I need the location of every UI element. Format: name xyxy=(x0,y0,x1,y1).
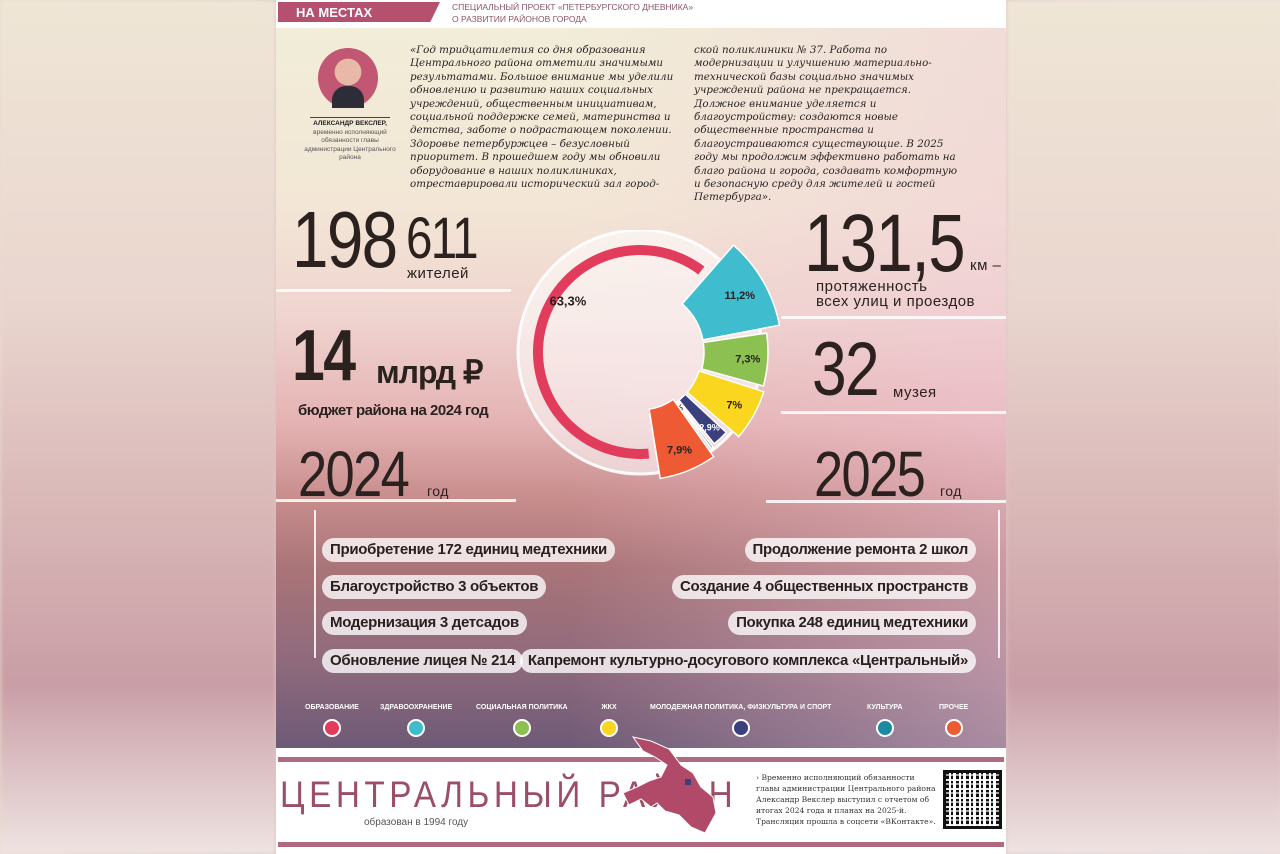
divider xyxy=(781,411,1006,414)
legend-label: МОЛОДЕЖНАЯ ПОЛИТИКА, ФИЗКУЛЬТУРА И СПОРТ xyxy=(650,704,832,711)
slice-label: 63,3% xyxy=(549,294,586,309)
divider xyxy=(276,499,516,502)
legend-item-culture: КУЛЬТУРА xyxy=(867,704,903,737)
legend-dot-icon xyxy=(875,719,894,737)
budget-label: бюджет района на 2024 год xyxy=(298,402,489,419)
divider xyxy=(766,500,1006,503)
slice-healthcare xyxy=(681,244,781,341)
slice-label: 7,9% xyxy=(667,444,692,456)
legend-dot-icon xyxy=(731,719,750,737)
person-role: временно исполняющий обязанности главы а… xyxy=(304,128,396,162)
legend-dot-icon xyxy=(407,719,426,737)
founded-label: образован в 1994 году xyxy=(364,817,469,828)
slice-other xyxy=(648,398,715,480)
legend-dot-icon xyxy=(600,719,618,737)
main-panel: АЛЕКСАНДР ВЕКСЛЕР, временно исполняющий … xyxy=(276,28,1006,748)
population-label: жителей xyxy=(407,265,469,282)
legend-item-social: СОЦИАЛЬНАЯ ПОЛИТИКА xyxy=(476,704,568,737)
broadcast-note: › Временно исполняющий обязанности главы… xyxy=(756,773,936,826)
slice-label: 11,2% xyxy=(724,290,755,302)
avatar xyxy=(318,48,378,108)
qr-code-icon[interactable] xyxy=(943,770,1002,829)
roads-unit: км – xyxy=(970,257,1002,274)
population-value-big: 198 xyxy=(292,195,398,284)
year-2025-label: год xyxy=(940,483,962,499)
slice-social xyxy=(700,332,769,387)
legend-dot-icon xyxy=(512,719,531,737)
legend-label: ОБРАЗОВАНИЕ xyxy=(305,704,359,711)
plan-item: Продолжение ремонта 2 школ xyxy=(744,538,976,562)
divider xyxy=(310,117,390,118)
plan-item: Капремонт культурно-досугового комплекса… xyxy=(519,649,976,673)
legend-item-youth-sport: МОЛОДЕЖНАЯ ПОЛИТИКА, ФИЗКУЛЬТУРА И СПОРТ xyxy=(650,704,831,737)
achievement-item: Приобретение 172 единиц медтехники xyxy=(322,538,615,562)
legend-dot-icon xyxy=(322,719,341,737)
year-2024-label: год xyxy=(427,483,449,499)
plan-item: Покупка 248 единиц медтехники xyxy=(728,611,976,635)
subtitle-line-2: О РАЗВИТИИ РАЙОНОВ ГОРОДА xyxy=(452,14,587,24)
blurred-background-left xyxy=(0,0,276,854)
roads-label-line-2: всех улиц и проездов xyxy=(816,293,976,310)
blurred-background-right xyxy=(1006,0,1280,854)
slice-youth-sport xyxy=(677,393,728,445)
project-subtitle: СПЕЦИАЛЬНЫЙ ПРОЕКТ «ПЕТЕРБУРГСКОГО ДНЕВН… xyxy=(452,1,693,25)
population-value-small: 611 xyxy=(406,206,479,271)
slice-label: 2,9% xyxy=(699,423,720,433)
museums-label: музея xyxy=(893,384,937,401)
legend-dot-icon xyxy=(944,719,963,737)
legend-label: ЗДРАВООХРАНЕНИЕ xyxy=(380,704,453,711)
slice-label: 7% xyxy=(726,400,742,412)
achievement-item: Благоустройство 3 объектов xyxy=(322,575,547,599)
divider xyxy=(781,316,1006,319)
person-name: АЛЕКСАНДР ВЕКСЛЕР, xyxy=(313,120,387,127)
timeline-line-right xyxy=(998,510,1000,658)
achievement-item: Обновление лицея № 214 xyxy=(322,649,524,673)
legend-item-other: ПРОЧЕЕ xyxy=(939,704,968,737)
legend-item-healthcare: ЗДРАВООХРАНЕНИЕ xyxy=(380,704,452,737)
roads-label-line-1: протяженность xyxy=(816,278,928,295)
divider xyxy=(276,289,511,292)
budget-value: 14 xyxy=(292,316,356,396)
roads-label: протяженность всех улиц и проездов xyxy=(816,279,975,309)
legend-item-housing: ЖКХ xyxy=(600,704,618,737)
subtitle-line-1: СПЕЦИАЛЬНЫЙ ПРОЕКТ «ПЕТЕРБУРГСКОГО ДНЕВН… xyxy=(452,2,694,12)
slice-culture xyxy=(675,400,715,450)
legend-label: СОЦИАЛЬНАЯ ПОЛИТИКА xyxy=(476,704,568,711)
plan-item: Создание 4 общественных пространств xyxy=(672,575,976,599)
legend-label: ЖКХ xyxy=(601,704,617,711)
footer-bar-top xyxy=(278,757,1004,762)
museums-value: 32 xyxy=(812,327,880,412)
quote-column-2: ской поликлиники № 37. Работа по модерни… xyxy=(694,44,958,204)
budget-donut-chart: 11,2%7,3%7%2,9%0,4%7,9%63,3% xyxy=(516,230,781,480)
budget-unit: млрд ₽ xyxy=(376,354,483,390)
section-tab: НА МЕСТАХ xyxy=(278,2,440,22)
achievement-item: Модернизация 3 детсадов xyxy=(322,611,527,635)
year-2025: 2025 xyxy=(814,438,926,510)
slice-housing xyxy=(686,370,765,438)
quote-column-1: «Год тридцатилетия со дня образования Це… xyxy=(410,44,674,191)
slice-education xyxy=(533,244,705,459)
legend-label: КУЛЬТУРА xyxy=(867,704,903,711)
timeline-line-left xyxy=(314,510,316,658)
district-map-icon xyxy=(622,736,717,834)
legend-label: ПРОЧЕЕ xyxy=(939,704,969,711)
person-caption: АЛЕКСАНДР ВЕКСЛЕР, временно исполняющий … xyxy=(300,120,400,163)
year-2024: 2024 xyxy=(298,438,410,510)
legend-item-education: ОБРАЗОВАНИЕ xyxy=(305,704,359,737)
footer-bar-bottom xyxy=(278,842,1004,847)
infographic-page: НА МЕСТАХ СПЕЦИАЛЬНЫЙ ПРОЕКТ «ПЕТЕРБУРГС… xyxy=(276,0,1006,854)
slice-label: 7,3% xyxy=(735,354,760,366)
roads-value: 131,5 xyxy=(804,198,966,289)
